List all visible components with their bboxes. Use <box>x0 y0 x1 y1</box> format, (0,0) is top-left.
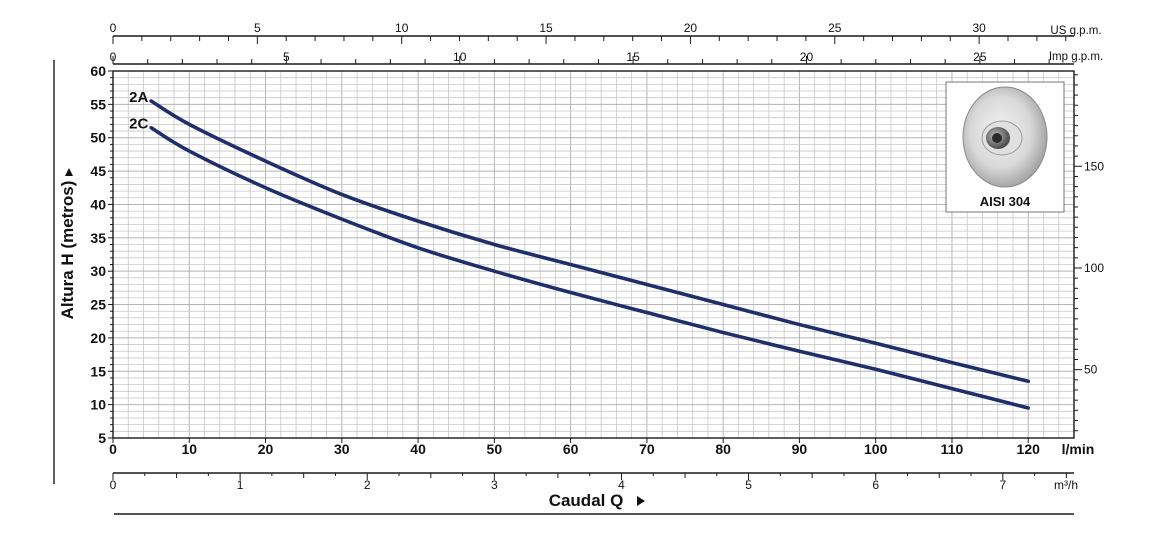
m3h-tick-label: 5 <box>745 478 752 492</box>
x-unit-label-lmin: l/min <box>1062 441 1095 457</box>
us-gpm-tick-label: 20 <box>684 21 698 35</box>
y-tick-label: 15 <box>90 363 106 379</box>
y-axis-title: Altura H (metros) <box>58 181 77 320</box>
x-axis-title: Caudal Q <box>549 491 624 510</box>
y-tick-label: 45 <box>90 163 106 179</box>
imp-gpm-tick-label: 10 <box>453 50 467 64</box>
imp-gpm-tick-label: 0 <box>110 50 117 64</box>
us-gpm-tick-label: 30 <box>972 21 986 35</box>
x-tick-label: 10 <box>181 441 197 457</box>
series-layer: 2A 2C <box>129 89 1031 410</box>
imp-gpm-unit-label: Imp g.p.m. <box>1049 51 1103 63</box>
m3h-tick-label: 0 <box>110 478 117 492</box>
x-tick-label: 20 <box>258 441 274 457</box>
m3h-tick-label: 4 <box>618 478 625 492</box>
right-axis-tick-label: 100 <box>1084 261 1104 275</box>
right-axis-tick-label: 50 <box>1084 363 1098 377</box>
series-line-2a <box>149 99 1031 384</box>
x-axis-arrow-icon <box>637 496 645 506</box>
imp-gpm-tick-label: 15 <box>626 50 640 64</box>
x-tick-label: 40 <box>410 441 426 457</box>
y-tick-label: 25 <box>90 297 106 313</box>
us-gpm-tick-label: 10 <box>395 21 409 35</box>
m3h-tick-label: 3 <box>491 478 498 492</box>
x-tick-label: 70 <box>639 441 655 457</box>
us-gpm-tick-label: 5 <box>254 21 261 35</box>
axis-titles: Altura H (metros) Caudal Q <box>53 60 1074 515</box>
y-tick-label: 50 <box>90 130 106 146</box>
y-tick-label: 5 <box>98 430 106 446</box>
imp-gpm-tick-label: 5 <box>283 50 290 64</box>
us-gpm-tick-label: 0 <box>110 21 117 35</box>
imp-gpm-tick-label: 20 <box>800 50 814 64</box>
series-line-2c <box>149 125 1031 410</box>
m3h-tick-label: 1 <box>237 478 244 492</box>
plot-frame <box>112 70 1075 439</box>
x-tick-label: 120 <box>1017 441 1041 457</box>
x-tick-label: 50 <box>487 441 503 457</box>
inset-caption: AISI 304 <box>980 194 1031 209</box>
plot-border <box>112 70 1075 439</box>
x-tick-label: 30 <box>334 441 350 457</box>
m3h-tick-label: 2 <box>364 478 371 492</box>
x-tick-label: 60 <box>563 441 579 457</box>
x-tick-label: 0 <box>109 441 117 457</box>
y-axis-arrow-icon <box>65 168 73 176</box>
m3h-unit-label: m³/h <box>1054 478 1078 492</box>
series-label-2a: 2A <box>129 89 148 106</box>
y-tick-label: 55 <box>90 96 106 112</box>
x-tick-label: 80 <box>715 441 731 457</box>
y-tick-label: 30 <box>90 263 106 279</box>
m3h-tick-label: 7 <box>999 478 1006 492</box>
impeller-icon <box>962 86 1048 188</box>
y-tick-label: 10 <box>90 397 106 413</box>
x-tick-label: 110 <box>941 441 964 457</box>
y-tick-label: 40 <box>90 196 106 212</box>
y-tick-label: 20 <box>90 330 106 346</box>
us-gpm-unit-label: US g.p.m. <box>1050 25 1101 37</box>
impeller-inset: AISI 304 <box>945 81 1065 213</box>
us-gpm-tick-label: 25 <box>828 21 842 35</box>
us-gpm-tick-label: 15 <box>539 21 553 35</box>
y-tick-label: 60 <box>90 63 106 79</box>
x-tick-label: 100 <box>864 441 888 457</box>
m3h-tick-label: 6 <box>872 478 879 492</box>
imp-gpm-tick-label: 25 <box>973 50 987 64</box>
x-tick-label: 90 <box>792 441 808 457</box>
right-axis-tick-label: 150 <box>1084 159 1104 173</box>
y-tick-label: 35 <box>90 230 106 246</box>
series-label-2c: 2C <box>129 116 148 133</box>
